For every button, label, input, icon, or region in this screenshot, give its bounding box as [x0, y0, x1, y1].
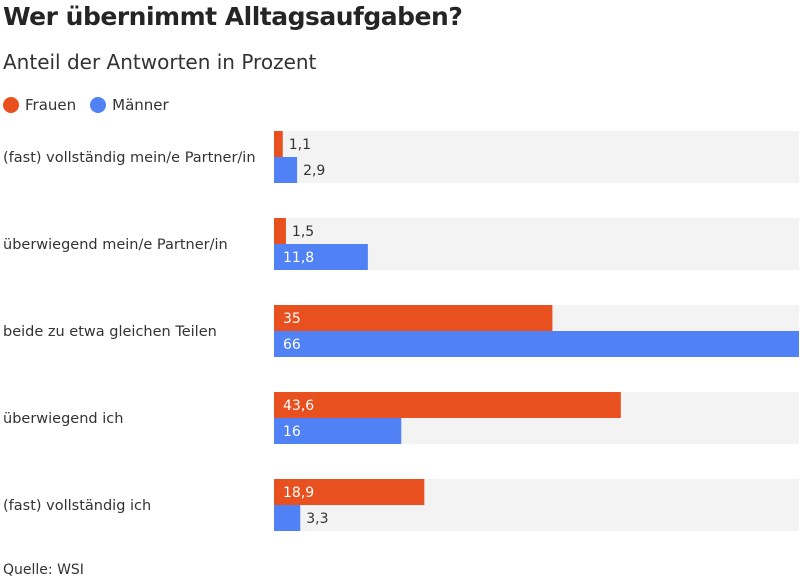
- value-label-manner-2: 11,8: [283, 250, 314, 266]
- legend-swatch-frauen: [3, 97, 19, 113]
- bar-manner-5: [274, 505, 301, 531]
- legend-item-frauen: Frauen: [3, 96, 76, 114]
- value-label-manner-4: 16: [283, 424, 301, 440]
- bar-manner-2: [274, 244, 368, 270]
- value-label-frauen-2: 1,5: [292, 224, 314, 240]
- chart-subtitle: Anteil der Antworten in Prozent: [3, 50, 317, 74]
- category-label-2: überwiegend mein/e Partner/in: [3, 237, 228, 253]
- value-label-frauen-3: 35: [283, 311, 301, 327]
- bar-track-1: [274, 131, 799, 183]
- bar-manner-3: [274, 331, 799, 357]
- value-label-frauen-1: 1,1: [289, 137, 311, 153]
- category-label-5: (fast) vollständig ich: [3, 498, 151, 514]
- bar-frauen-1: [274, 131, 283, 157]
- source-note: Quelle: WSI: [3, 562, 84, 578]
- category-label-3: beide zu etwa gleichen Teilen: [3, 324, 217, 340]
- value-label-frauen-5: 18,9: [283, 485, 314, 501]
- bar-manner-4: [274, 418, 402, 444]
- value-label-manner-1: 2,9: [303, 163, 325, 179]
- legend-item-maenner: Männer: [90, 96, 169, 114]
- bar-frauen-3: [274, 305, 553, 331]
- value-label-manner-3: 66: [283, 337, 301, 353]
- bar-frauen-5: [274, 479, 425, 505]
- legend-label-maenner: Männer: [112, 96, 169, 114]
- category-label-4: überwiegend ich: [3, 411, 123, 427]
- value-label-manner-5: 3,3: [306, 511, 328, 527]
- value-label-frauen-4: 43,6: [283, 398, 314, 414]
- legend: Frauen Männer: [3, 95, 183, 115]
- category-label-1: (fast) vollständig mein/e Partner/in: [3, 150, 256, 166]
- bar-frauen-2: [274, 218, 286, 244]
- legend-label-frauen: Frauen: [25, 96, 77, 114]
- bar-manner-1: [274, 157, 298, 183]
- bar-frauen-4: [274, 392, 621, 418]
- legend-swatch-maenner: [90, 97, 107, 113]
- chart-title: Wer übernimmt Alltagsaufgaben?: [3, 2, 463, 31]
